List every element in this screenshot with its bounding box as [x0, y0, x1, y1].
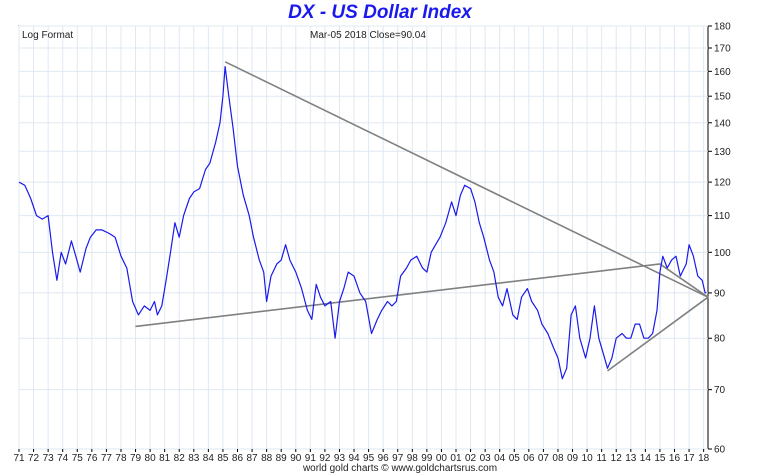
x-tick-label: 77	[101, 453, 113, 464]
y-tick-label: 160	[714, 67, 731, 78]
trendlines	[135, 61, 709, 372]
log-format-label: Log Format	[22, 30, 73, 41]
x-tick-label: 02	[465, 453, 477, 464]
x-tick-label: 88	[261, 453, 273, 464]
x-tick-label: 84	[203, 453, 215, 464]
x-axis: 71 72 73 74 75 76 77 78 79 80 81 82 83 84 85 86 87 88 89 90…	[13, 449, 710, 464]
series-line	[18, 65, 707, 380]
y-tick-label: 70	[714, 385, 726, 396]
x-tick-label: 72	[28, 453, 40, 464]
x-tick-label: 13	[625, 453, 637, 464]
x-tick-label: 73	[43, 453, 55, 464]
y-tick-label: 100	[714, 248, 731, 259]
trendline	[607, 296, 709, 372]
x-tick-label: 98	[407, 453, 419, 464]
x-tick-label: 03	[480, 453, 492, 464]
y-tick-label: 180	[714, 22, 731, 33]
x-tick-label: 10	[582, 453, 594, 464]
x-tick-label: 94	[348, 453, 360, 464]
x-tick-label: 80	[145, 453, 157, 464]
x-tick-label: 14	[640, 453, 652, 464]
x-tick-label: 75	[72, 453, 84, 464]
close-annotation: Mar-05 2018 Close=90.04	[310, 30, 426, 41]
x-tick-label: 74	[57, 453, 69, 464]
x-tick-label: 17	[684, 453, 696, 464]
x-tick-label: 00	[436, 453, 448, 464]
y-tick-label: 170	[714, 44, 731, 55]
x-tick-label: 08	[552, 453, 564, 464]
x-tick-label: 89	[276, 453, 288, 464]
x-tick-label: 82	[174, 453, 186, 464]
x-tick-label: 81	[159, 453, 171, 464]
x-tick-label: 11	[596, 453, 607, 464]
y-tick-label: 110	[714, 211, 730, 222]
x-tick-label: 99	[421, 453, 433, 464]
x-tick-label: 07	[538, 453, 550, 464]
y-tick-label: 80	[714, 334, 726, 345]
trendline	[135, 263, 709, 328]
grid	[18, 25, 708, 450]
x-tick-label: 71	[13, 453, 25, 464]
y-tick-label: 120	[714, 178, 731, 189]
x-tick-label: 09	[567, 453, 579, 464]
y-tick-label: 140	[714, 118, 731, 129]
y-tick-label: 60	[714, 445, 726, 456]
x-tick-label: 96	[378, 453, 390, 464]
footer-credit: world gold charts © www.goldchartsrus.co…	[302, 463, 497, 474]
x-tick-label: 97	[392, 453, 404, 464]
x-tick-label: 90	[290, 453, 302, 464]
x-tick-label: 83	[188, 453, 200, 464]
y-axis: 60 70 80 90 100 110 120 130 140 150 160 170 180	[708, 22, 731, 456]
x-tick-label: 78	[115, 453, 127, 464]
x-tick-label: 86	[232, 453, 244, 464]
y-tick-label: 90	[714, 288, 726, 299]
x-tick-label: 79	[130, 453, 142, 464]
series-group	[18, 65, 707, 380]
x-tick-label: 95	[363, 453, 375, 464]
trendline	[224, 61, 709, 298]
x-tick-label: 85	[217, 453, 229, 464]
y-tick-label: 130	[714, 147, 731, 158]
x-tick-label: 76	[86, 453, 98, 464]
plot-frame	[18, 25, 709, 450]
x-tick-label: 06	[523, 453, 535, 464]
y-tick-label: 150	[714, 92, 731, 103]
x-tick-label: 91	[305, 453, 317, 464]
chart-title: DX - US Dollar Index	[288, 2, 472, 23]
x-tick-label: 15	[654, 453, 666, 464]
x-tick-label: 05	[509, 453, 521, 464]
x-tick-label: 93	[334, 453, 346, 464]
x-tick-label: 04	[494, 453, 506, 464]
x-tick-label: 12	[611, 453, 623, 464]
x-tick-label: 92	[319, 453, 331, 464]
x-tick-label: 16	[669, 453, 681, 464]
x-tick-label: 87	[247, 453, 259, 464]
x-tick-label: 01	[450, 453, 462, 464]
x-tick-label: 18	[698, 453, 710, 464]
